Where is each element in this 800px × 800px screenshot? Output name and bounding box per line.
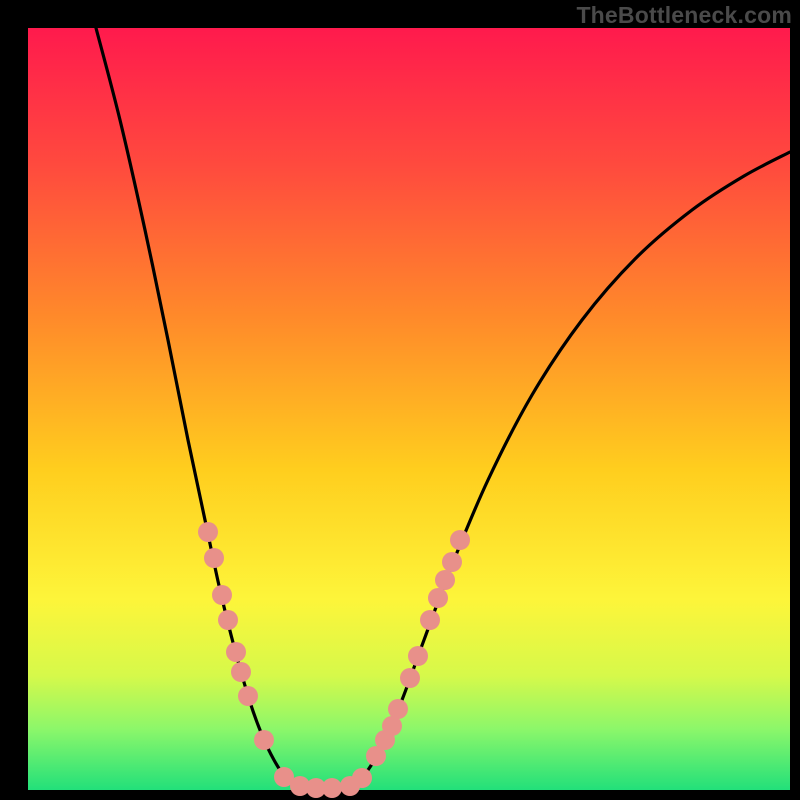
curve-layer (0, 0, 800, 800)
curve-marker (254, 730, 274, 750)
curve-marker (226, 642, 246, 662)
curve-marker (204, 548, 224, 568)
chart-stage: TheBottleneck.com (0, 0, 800, 800)
curve-marker (388, 699, 408, 719)
curve-marker (218, 610, 238, 630)
curve-marker (408, 646, 428, 666)
curve-marker (435, 570, 455, 590)
curve-marker (442, 552, 462, 572)
curve-marker (198, 522, 218, 542)
curve-marker (322, 778, 342, 798)
curve-marker (450, 530, 470, 550)
curve-marker (238, 686, 258, 706)
curve-marker (212, 585, 232, 605)
curve-marker (352, 768, 372, 788)
curve-marker (400, 668, 420, 688)
v-curve-path (96, 28, 790, 789)
curve-marker (382, 716, 402, 736)
curve-marker (420, 610, 440, 630)
curve-marker (231, 662, 251, 682)
curve-marker (428, 588, 448, 608)
marker-group (198, 522, 470, 798)
